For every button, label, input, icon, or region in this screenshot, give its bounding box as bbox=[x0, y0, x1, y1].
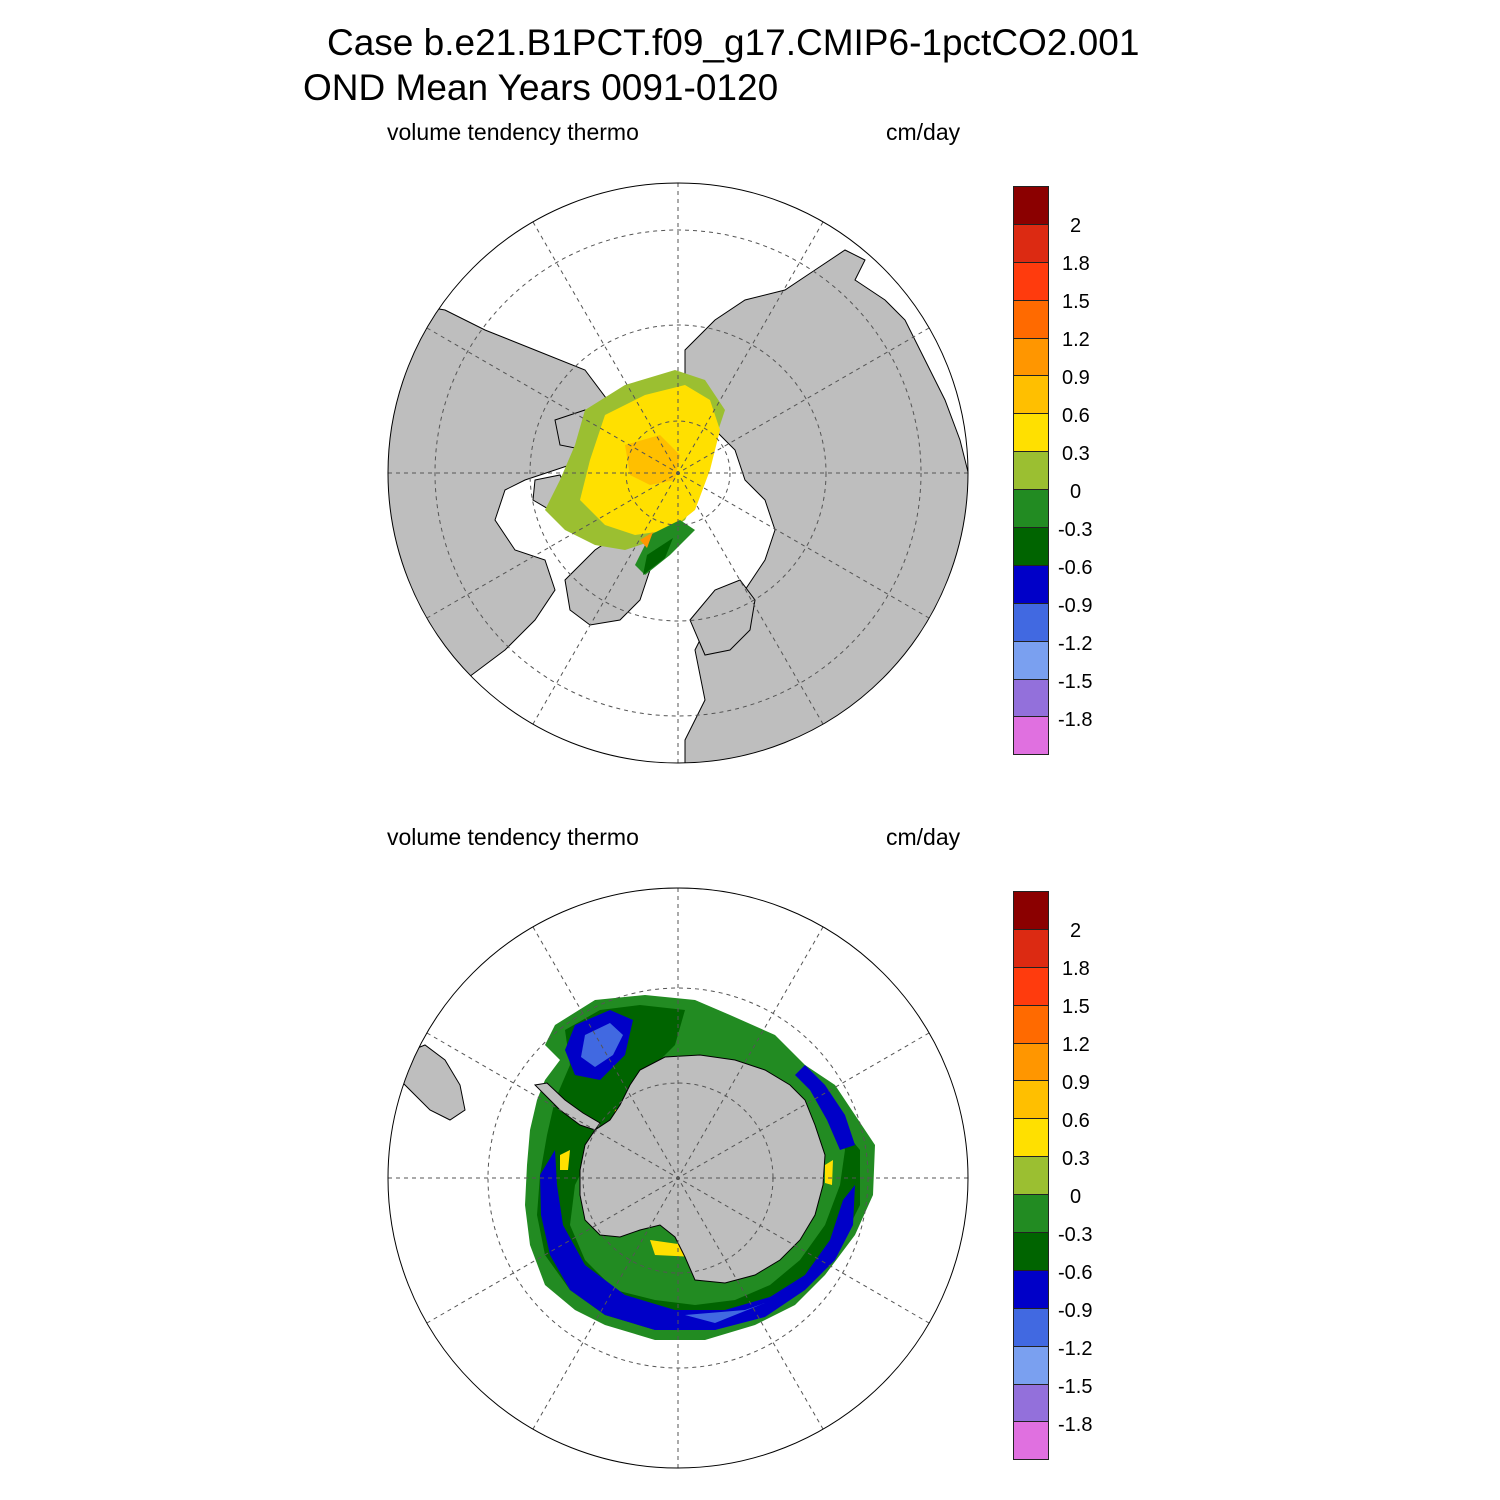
colorbar-swatch bbox=[1013, 1042, 1049, 1081]
land-antarctic-peninsula bbox=[533, 1082, 601, 1131]
colorbar-swatch bbox=[1013, 1194, 1049, 1233]
colorbar-swatch bbox=[1013, 413, 1049, 452]
figure-title-line-1: Case b.e21.B1PCT.f09_g17.CMIP6-1pctCO2.0… bbox=[327, 22, 1140, 63]
colorbar-swatch bbox=[1013, 602, 1049, 641]
colorbar-swatch bbox=[1013, 678, 1049, 717]
colorbar-tick: 0 bbox=[1070, 1186, 1082, 1208]
map-graticule bbox=[388, 888, 968, 1468]
arctic-polar-map bbox=[387, 182, 969, 764]
map-border bbox=[387, 182, 969, 764]
colorbar-swatch bbox=[1013, 375, 1049, 414]
land-antarctica bbox=[579, 1054, 826, 1284]
colorbar-tick: 0.9 bbox=[1062, 367, 1090, 389]
colorbar-tick: -1.5 bbox=[1058, 1376, 1093, 1398]
antarctic-panel: volume tendency thermo cm/day bbox=[0, 705, 1500, 1469]
colorbar-swatch bbox=[1013, 1383, 1049, 1422]
colorbar-tick: -1.2 bbox=[1058, 1338, 1093, 1360]
colorbar bbox=[1013, 891, 1049, 1461]
colorbar bbox=[1013, 186, 1049, 756]
colorbar-tick: -1.2 bbox=[1058, 633, 1093, 655]
colorbar-swatch bbox=[1013, 640, 1049, 679]
land-scandinavia bbox=[689, 579, 756, 656]
colorbar-swatch bbox=[1013, 1269, 1049, 1308]
colorbar-tick: 1.5 bbox=[1062, 996, 1090, 1018]
colorbar-swatch bbox=[1013, 1232, 1049, 1270]
colorbar-swatch bbox=[1013, 261, 1049, 300]
colorbar-swatch bbox=[1013, 1080, 1049, 1119]
colorbar-swatch bbox=[1013, 223, 1049, 262]
colorbar-tick: -0.3 bbox=[1058, 519, 1093, 541]
colorbar-tick: 0.3 bbox=[1062, 443, 1090, 465]
colorbar-tick: 0.6 bbox=[1062, 1110, 1090, 1132]
panel-units-label: cm/day bbox=[886, 119, 961, 145]
colorbar-swatch bbox=[1013, 527, 1049, 565]
colorbar-swatch bbox=[1013, 451, 1049, 490]
colorbar-tick: -0.3 bbox=[1058, 1224, 1093, 1246]
colorbar-swatch bbox=[1013, 1004, 1049, 1043]
colorbar-tick: -0.9 bbox=[1058, 1300, 1093, 1322]
colorbar-swatch bbox=[1013, 1307, 1049, 1346]
colorbar-tick: 0 bbox=[1070, 481, 1082, 503]
colorbar-tick: -1.8 bbox=[1058, 709, 1093, 731]
colorbar-swatch bbox=[1013, 299, 1049, 338]
colorbar-tick: 2 bbox=[1070, 920, 1082, 942]
panel-units-label: cm/day bbox=[886, 824, 961, 850]
colorbar-swatch bbox=[1013, 1156, 1049, 1195]
colorbar-swatch bbox=[1013, 928, 1049, 967]
colorbar-tick: 2 bbox=[1070, 215, 1082, 237]
colorbar-tick: -0.6 bbox=[1058, 1262, 1093, 1284]
panel-variable-label: volume tendency thermo bbox=[387, 119, 639, 145]
land-south-america bbox=[399, 1044, 466, 1121]
colorbar-tick: 1.2 bbox=[1062, 1034, 1090, 1056]
colorbar-tick: 1.2 bbox=[1062, 329, 1090, 351]
colorbar-swatch bbox=[1013, 1118, 1049, 1157]
map-graticule bbox=[388, 183, 968, 763]
colorbar-swatch bbox=[1013, 337, 1049, 376]
colorbar-tick: -1.8 bbox=[1058, 1414, 1093, 1436]
colorbar-swatch bbox=[1013, 186, 1049, 224]
colorbar-swatch bbox=[1013, 489, 1049, 528]
colorbar-swatch bbox=[1013, 891, 1049, 929]
colorbar-tick: 1.5 bbox=[1062, 291, 1090, 313]
colorbar-swatch bbox=[1013, 564, 1049, 603]
arctic-panel: volume tendency thermo cm/day bbox=[0, 0, 1500, 764]
colorbar-tick: -1.5 bbox=[1058, 671, 1093, 693]
colorbar-swatch bbox=[1013, 1421, 1049, 1461]
colorbar-tick: 0.9 bbox=[1062, 1072, 1090, 1094]
colorbar-swatch bbox=[1013, 966, 1049, 1005]
colorbar-swatch bbox=[1013, 1345, 1049, 1384]
panel-variable-label: volume tendency thermo bbox=[387, 824, 639, 850]
colorbar-tick: -0.9 bbox=[1058, 595, 1093, 617]
map-border bbox=[387, 887, 969, 1469]
colorbar-tick: -0.6 bbox=[1058, 557, 1093, 579]
figure-title-line-2: OND Mean Years 0091-0120 bbox=[303, 67, 779, 108]
colorbar-tick: 1.8 bbox=[1062, 958, 1090, 980]
colorbar-tick: 0.3 bbox=[1062, 1148, 1090, 1170]
colorbar-swatch bbox=[1013, 716, 1049, 756]
antarctic-polar-map bbox=[387, 887, 969, 1469]
colorbar-tick: 1.8 bbox=[1062, 253, 1090, 275]
colorbar-tick: 0.6 bbox=[1062, 405, 1090, 427]
land-north-america bbox=[388, 299, 616, 711]
